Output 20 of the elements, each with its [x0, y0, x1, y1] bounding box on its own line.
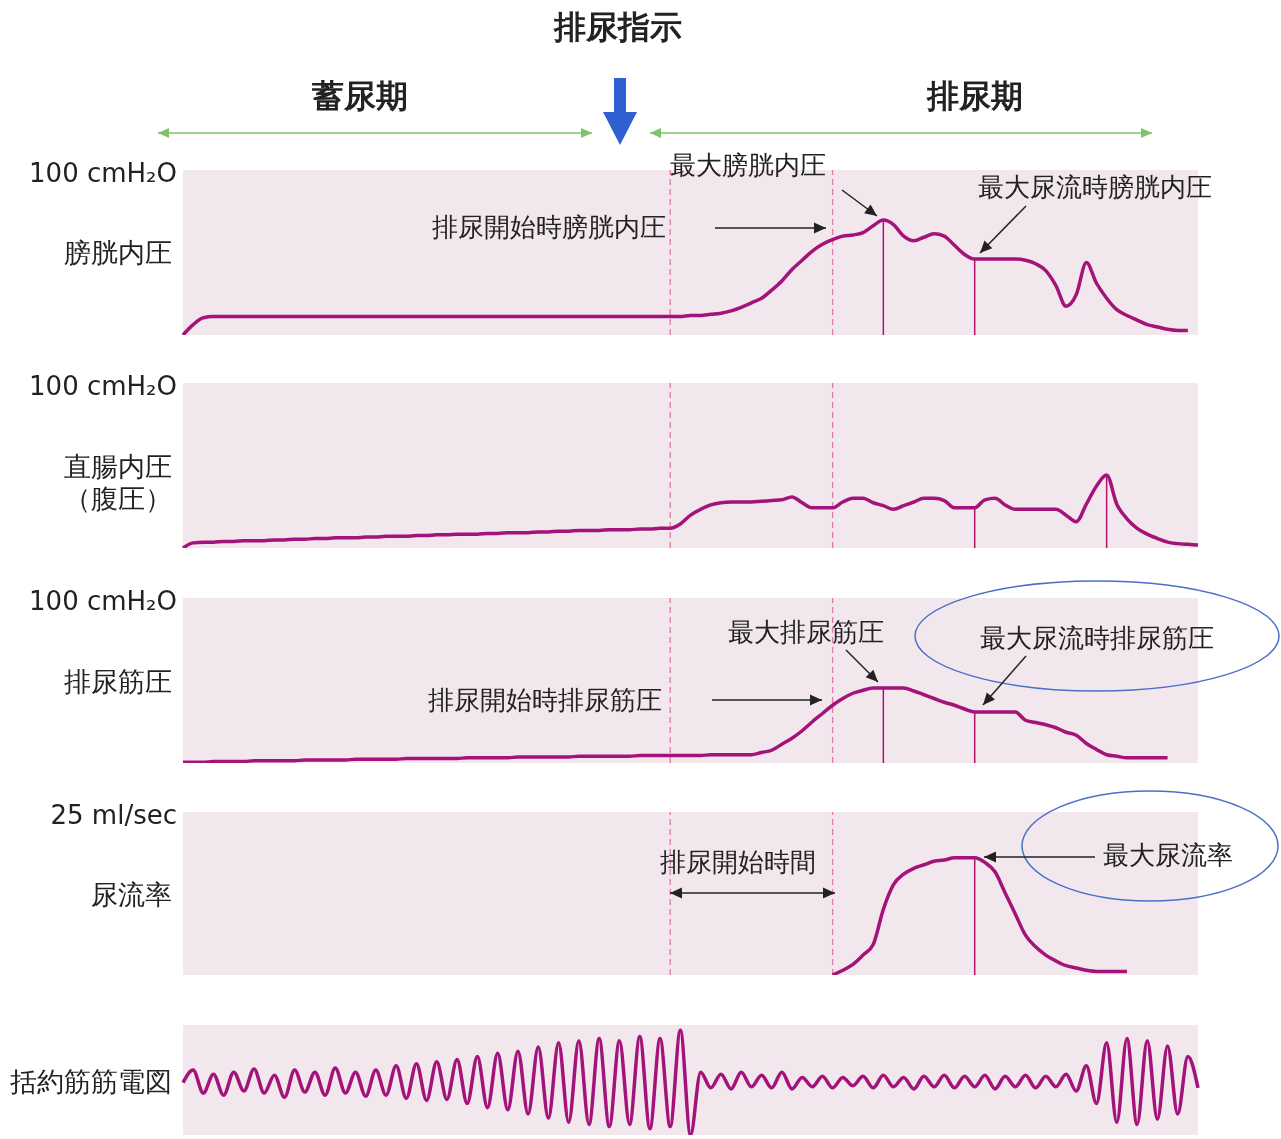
y-axis-title: 括約筋筋電図	[9, 1066, 172, 1098]
y-axis-title: 尿流率	[90, 879, 172, 911]
text: 最大排尿筋圧	[728, 615, 884, 649]
text: 排尿期	[927, 76, 1023, 117]
annotation: 排尿開始時膀胱内圧	[432, 210, 666, 244]
text: 100 cmH₂O	[29, 586, 177, 616]
text: 25 ml/sec	[50, 800, 177, 830]
text: 最大膀胱内圧	[670, 148, 826, 182]
text: 100 cmH₂O	[29, 371, 177, 401]
text: 蓄尿期	[312, 76, 408, 117]
chart-title: 排尿指示	[554, 7, 682, 48]
text: 100 cmH₂O	[29, 158, 177, 188]
y-axis-title: 直腸内圧（腹圧）	[63, 451, 172, 515]
text: 最大尿流時膀胱内圧	[978, 170, 1212, 204]
annotation: 最大尿流率	[1103, 838, 1233, 872]
text: 最大尿流時排尿筋圧	[980, 621, 1214, 655]
annotation: 排尿開始時間	[660, 845, 816, 879]
y-axis-title: 膀胱内圧	[63, 237, 172, 269]
y-axis-title: 排尿筋圧	[63, 666, 172, 698]
annotation: 排尿開始時排尿筋圧	[428, 683, 662, 717]
